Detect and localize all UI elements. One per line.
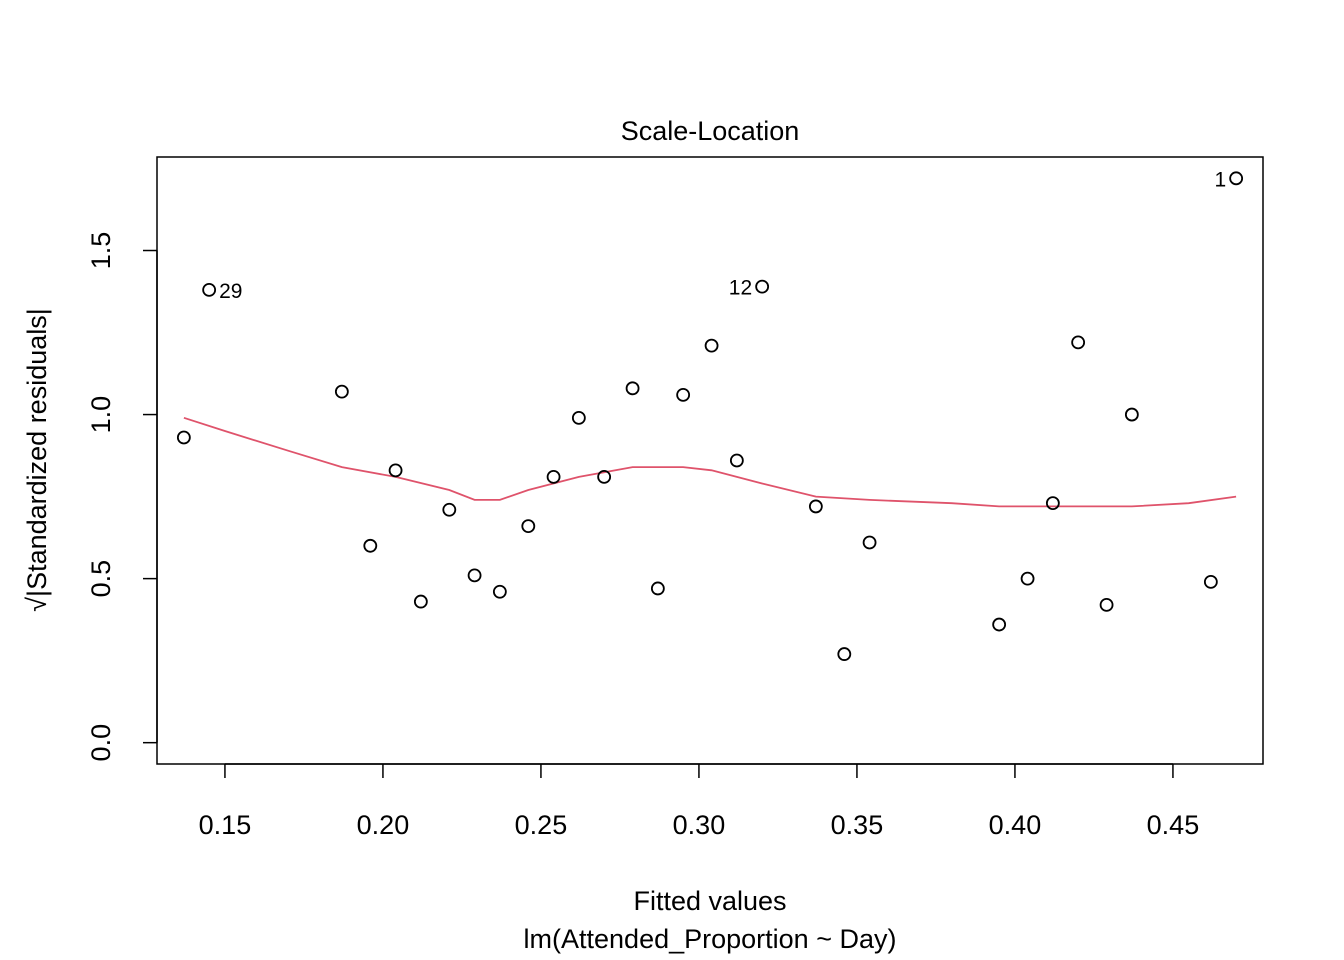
- data-point: [1203, 575, 1218, 589]
- data-point: [808, 499, 823, 514]
- data-point: [1099, 597, 1114, 612]
- data-point: [650, 581, 665, 596]
- data-point: [492, 584, 507, 599]
- data-point: [1020, 571, 1035, 586]
- y-axis-label: √|Standardized residuals|: [22, 308, 52, 612]
- data-point: [546, 470, 561, 484]
- x-axis: 0.15 0.20 0.25 0.30 0.35 0.40 0.45: [199, 763, 1200, 840]
- data-point: [755, 279, 770, 294]
- y-tick-label: 0.5: [86, 560, 116, 598]
- data-point: [1071, 335, 1086, 350]
- data-point: [521, 519, 536, 534]
- x-axis-label: Fitted values: [633, 886, 786, 916]
- y-axis-label-text: |Standardized residuals|: [22, 308, 52, 597]
- data-point: [729, 453, 744, 468]
- data-point: [862, 535, 877, 550]
- y-axis-label-radical: √: [22, 597, 52, 612]
- x-tick-label: 0.25: [515, 810, 568, 840]
- data-point: [176, 430, 191, 445]
- data-point: [625, 381, 640, 396]
- y-tick-label: 1.0: [86, 396, 116, 434]
- smooth-line: [183, 416, 1237, 508]
- data-point: [992, 617, 1007, 632]
- data-point: [388, 463, 403, 478]
- data-point: [571, 410, 586, 425]
- point-label: 29: [219, 280, 242, 303]
- x-tick-label: 0.20: [357, 810, 410, 840]
- data-points: 1 12 29: [176, 168, 1244, 661]
- x-tick-label: 0.45: [1147, 810, 1200, 840]
- data-point: [202, 282, 217, 297]
- data-point: [363, 538, 378, 553]
- x-tick-label: 0.15: [199, 810, 252, 840]
- data-point: [837, 647, 852, 661]
- data-point: [1045, 496, 1060, 511]
- model-subtitle: lm(Attended_Proportion ~ Day): [524, 924, 897, 954]
- data-point: [597, 470, 612, 484]
- data-point: [704, 338, 719, 353]
- data-point: [676, 387, 691, 402]
- y-tick-label: 1.5: [86, 232, 116, 270]
- chart-title: Scale-Location: [621, 116, 800, 146]
- data-point: [1124, 407, 1139, 422]
- data-point: [334, 384, 349, 399]
- data-point: [467, 568, 482, 583]
- x-tick-label: 0.40: [989, 810, 1042, 840]
- y-tick-label: 0.0: [86, 724, 116, 762]
- point-label: 12: [729, 277, 752, 300]
- data-point: [1229, 171, 1244, 186]
- y-axis: 0.0 0.5 1.0 1.5: [86, 232, 158, 762]
- data-point: [413, 594, 428, 609]
- data-point: [442, 502, 457, 517]
- point-label: 1: [1214, 168, 1226, 191]
- x-tick-label: 0.35: [831, 810, 884, 840]
- x-tick-label: 0.30: [673, 810, 726, 840]
